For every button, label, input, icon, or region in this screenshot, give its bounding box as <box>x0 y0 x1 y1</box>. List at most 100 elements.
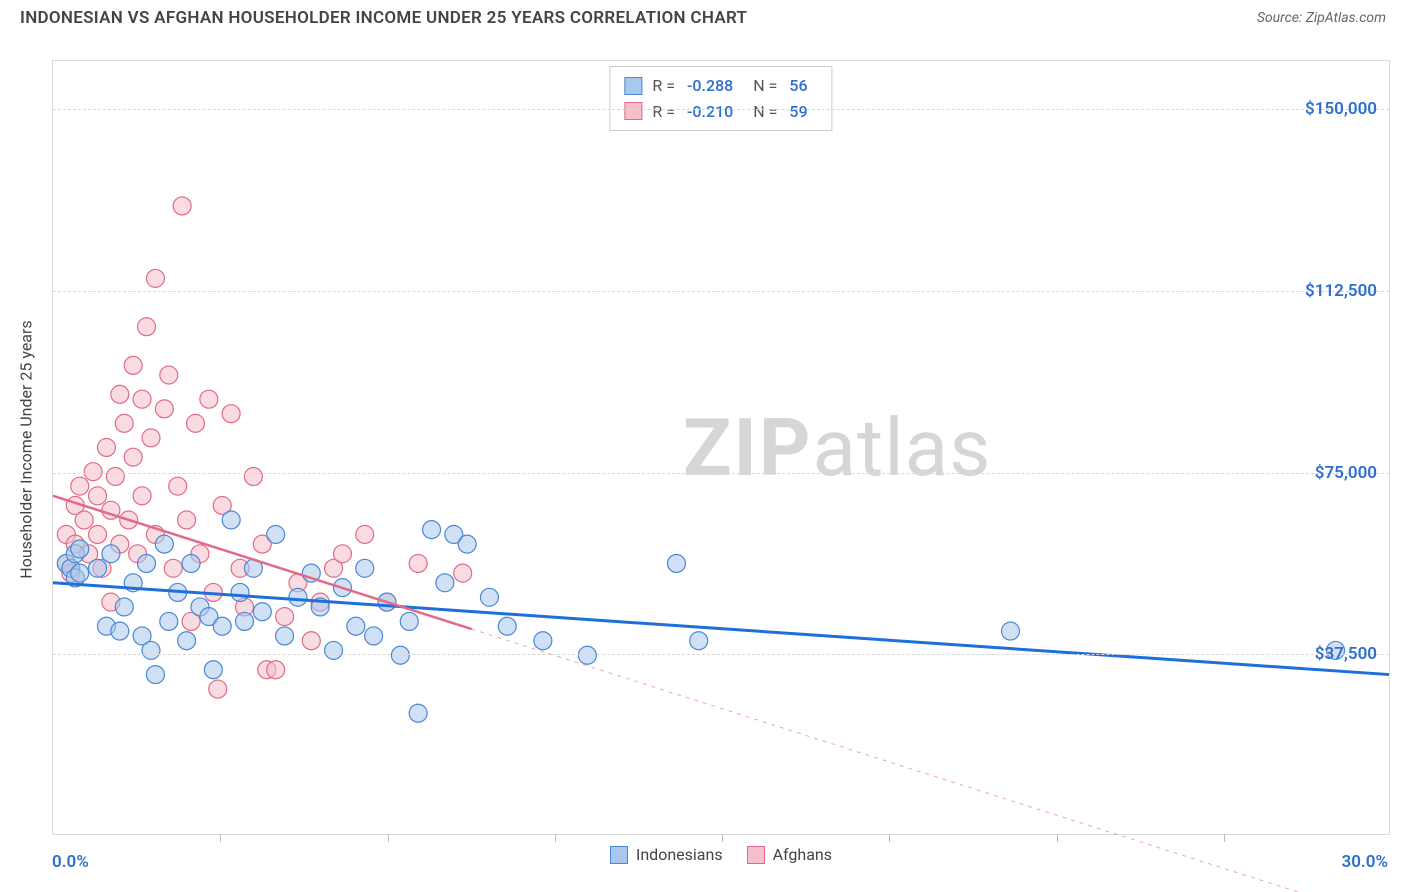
chart-title: INDONESIAN VS AFGHAN HOUSEHOLDER INCOME … <box>20 8 747 28</box>
data-point <box>498 617 516 635</box>
data-point <box>71 564 89 582</box>
data-point <box>115 598 133 616</box>
data-point <box>244 468 262 486</box>
data-point <box>173 197 191 215</box>
data-point <box>480 588 498 606</box>
legend-swatch-indonesians <box>610 846 628 864</box>
series-legend: Indonesians Afghans <box>610 845 832 864</box>
data-point <box>534 632 552 650</box>
gridline <box>53 109 1389 110</box>
data-point <box>138 554 156 572</box>
x-tick <box>889 834 890 842</box>
n-value-0: 56 <box>789 73 807 99</box>
stat-row-0: R = -0.288 N = 56 <box>624 73 817 99</box>
chart-area: ZIPatlas R = -0.288 N = 56 R = -0.210 N … <box>52 60 1390 835</box>
data-point <box>347 617 365 635</box>
data-point <box>365 627 383 645</box>
data-point <box>182 554 200 572</box>
data-point <box>436 574 454 592</box>
data-point <box>160 366 178 384</box>
swatch-afghans <box>624 102 642 120</box>
y-tick-label: $37,500 <box>1315 644 1377 664</box>
data-point <box>164 559 182 577</box>
gridline <box>53 654 1389 655</box>
data-point <box>187 414 205 432</box>
data-point <box>115 414 133 432</box>
y-tick-label: $150,000 <box>1305 99 1377 119</box>
legend-label-indonesians: Indonesians <box>636 845 723 864</box>
n-value-1: 59 <box>789 99 807 125</box>
x-tick <box>1057 834 1058 842</box>
n-label: N = <box>753 99 777 125</box>
data-point <box>106 468 124 486</box>
data-point <box>124 448 142 466</box>
data-point <box>71 540 89 558</box>
r-label: R = <box>652 73 675 99</box>
data-point <box>89 525 107 543</box>
data-point <box>138 318 156 336</box>
data-point <box>155 535 173 553</box>
data-point <box>155 400 173 418</box>
legend-label-afghans: Afghans <box>773 845 832 864</box>
y-axis-label: Householder Income Under 25 years <box>17 320 36 578</box>
data-point <box>690 632 708 650</box>
data-point <box>276 627 294 645</box>
data-point <box>178 632 196 650</box>
data-point <box>124 356 142 374</box>
data-point <box>222 405 240 423</box>
data-point <box>89 559 107 577</box>
data-point <box>400 612 418 630</box>
data-point <box>423 521 441 539</box>
stat-row-1: R = -0.210 N = 59 <box>624 99 817 125</box>
data-point <box>356 525 374 543</box>
gridline <box>53 473 1389 474</box>
data-point <box>178 511 196 529</box>
data-point <box>409 554 427 572</box>
legend-item-afghans: Afghans <box>747 845 832 864</box>
y-tick-label: $112,500 <box>1305 281 1377 301</box>
stat-legend: R = -0.288 N = 56 R = -0.210 N = 59 <box>609 66 832 131</box>
data-point <box>222 511 240 529</box>
data-point <box>667 554 685 572</box>
data-point <box>75 511 93 529</box>
data-point <box>84 463 102 481</box>
y-tick-label: $75,000 <box>1315 463 1377 483</box>
r-value-0: -0.288 <box>687 73 733 99</box>
data-point <box>289 588 307 606</box>
data-point <box>142 429 160 447</box>
x-axis-min-label: 0.0% <box>52 852 89 872</box>
gridline <box>53 291 1389 292</box>
data-point <box>146 666 164 684</box>
x-tick <box>1224 834 1225 842</box>
trend-line <box>53 583 1389 675</box>
x-tick <box>722 834 723 842</box>
legend-item-indonesians: Indonesians <box>610 845 723 864</box>
data-point <box>333 545 351 563</box>
x-tick <box>555 834 556 842</box>
data-point <box>204 661 222 679</box>
data-point <box>267 525 285 543</box>
data-point <box>133 487 151 505</box>
data-point <box>169 477 187 495</box>
r-value-1: -0.210 <box>687 99 733 125</box>
data-point <box>209 680 227 698</box>
data-point <box>111 385 129 403</box>
data-point <box>253 603 271 621</box>
data-point <box>267 661 285 679</box>
data-point <box>133 390 151 408</box>
swatch-indonesians <box>624 77 642 95</box>
plot-svg <box>53 61 1389 834</box>
data-point <box>325 641 343 659</box>
header: INDONESIAN VS AFGHAN HOUSEHOLDER INCOME … <box>0 0 1406 34</box>
x-tick <box>388 834 389 842</box>
data-point <box>1001 622 1019 640</box>
data-point <box>458 535 476 553</box>
legend-swatch-afghans <box>747 846 765 864</box>
data-point <box>409 704 427 722</box>
data-point <box>236 612 254 630</box>
data-point <box>454 564 472 582</box>
data-point <box>302 632 320 650</box>
source-label: Source: ZipAtlas.com <box>1257 10 1386 26</box>
data-point <box>356 559 374 577</box>
data-point <box>142 641 160 659</box>
